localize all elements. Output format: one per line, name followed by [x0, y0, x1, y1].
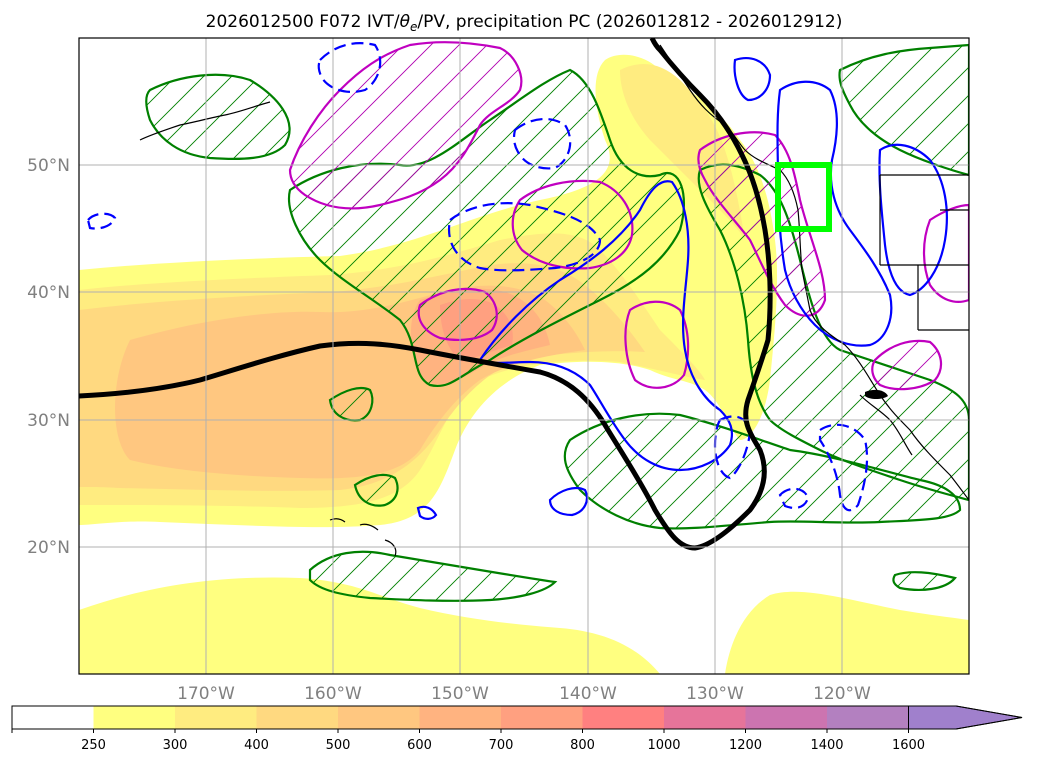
lon-tick-label: 130°W	[686, 684, 744, 704]
colorbar-segment	[664, 706, 746, 729]
colorbar-segment	[338, 706, 420, 729]
blue-contour-small-1	[548, 486, 589, 517]
colorbar-label: 600	[407, 738, 432, 753]
lat-tick-label: 20°N	[27, 538, 70, 558]
blue-dashed-contour-north	[512, 117, 572, 170]
colorbar-ticks	[11, 729, 909, 733]
lon-tick-label: 120°W	[813, 684, 871, 704]
blue-dashed-contour-south	[818, 423, 869, 512]
colorbar-segment	[419, 706, 502, 729]
blue-contour-top	[733, 57, 772, 102]
map-area	[78, 37, 970, 675]
grid-lines	[79, 38, 969, 674]
colorbar-label: 1600	[892, 738, 925, 753]
blue-dashed-contour-top	[317, 42, 382, 94]
lon-tick-label: 170°W	[177, 684, 235, 704]
lon-tick-label: 140°W	[559, 684, 617, 704]
colorbar-segment	[175, 706, 257, 729]
green-hatch-region-south-west	[308, 550, 558, 602]
blue-dashed-contour-center	[447, 202, 602, 272]
blue-contour-small-2	[416, 505, 438, 520]
colorbar-label: 250	[81, 738, 106, 753]
colorbar-segment	[12, 706, 94, 729]
colorbar-segment	[745, 706, 828, 729]
chart-title: 2026012500 F072 IVT/θe/PV, precipitation…	[206, 12, 843, 34]
pv-contour-north	[288, 41, 523, 210]
pv-contour-small	[417, 287, 498, 341]
colorbar-label: 300	[163, 738, 188, 753]
aleutian-islands	[139, 101, 271, 141]
green-hatch-region-right-top	[838, 43, 969, 177]
ivt-contour-250-east	[725, 591, 969, 674]
map-border	[78, 37, 970, 675]
colorbar-label: 400	[244, 738, 269, 753]
black-reference-contour	[79, 38, 773, 551]
colorbar-label: 700	[489, 738, 514, 753]
green-hatch-region-small	[328, 386, 374, 422]
blue-dashed-contour-low	[778, 487, 810, 509]
colorbar-segment	[93, 706, 176, 729]
colorbar-segment	[256, 706, 339, 729]
colorbar-segment	[827, 706, 909, 729]
blue-dashed-contour-west	[86, 212, 117, 230]
blue-contour-right	[878, 143, 948, 297]
colorbar-outline	[11, 705, 1023, 730]
blue-contour-large	[478, 180, 734, 472]
pv-contour-right-low	[871, 339, 943, 391]
colorbar-segment	[501, 706, 583, 729]
pv-contour-center	[511, 179, 634, 270]
colorbar-label: 1000	[647, 738, 680, 753]
lat-tick-label: 40°N	[27, 283, 70, 303]
green-hatch-region-mid-south	[353, 473, 399, 507]
lon-tick-label: 160°W	[304, 684, 362, 704]
lat-tick-labels: 20°N 30°N 40°N 50°N	[27, 156, 70, 558]
highlight-box	[775, 162, 832, 232]
lon-tick-label: 150°W	[431, 684, 489, 704]
hawaii-islands	[329, 518, 397, 557]
colorbar-segments	[12, 706, 909, 729]
colorbar-extend-arrow	[908, 705, 1023, 730]
green-hatch-region-far-east	[892, 571, 957, 591]
baja-island-fill	[865, 389, 888, 399]
colorbar-label: 800	[570, 738, 595, 753]
pv-contour-south	[624, 300, 690, 389]
colorbar: 250 300 400 500 600 700 800 1000 1200 1400 1600	[11, 705, 1023, 753]
lon-tick-labels: 170°W 160°W 150°W 140°W 130°W 120°W	[177, 684, 871, 704]
colorbar-label: 500	[326, 738, 351, 753]
us-borders	[879, 174, 969, 331]
lat-tick-label: 50°N	[27, 156, 70, 176]
ivt-contour-250-south	[79, 577, 660, 674]
pv-contour-right	[922, 203, 969, 303]
green-hatch-region-central	[287, 68, 685, 388]
colorbar-label: 1400	[810, 738, 843, 753]
colorbar-segment	[582, 706, 665, 729]
lat-tick-label: 30°N	[27, 411, 70, 431]
colorbar-label: 1200	[729, 738, 762, 753]
colorbar-labels: 250 300 400 500 600 700 800 1000 1200 1400 1600	[81, 738, 925, 753]
